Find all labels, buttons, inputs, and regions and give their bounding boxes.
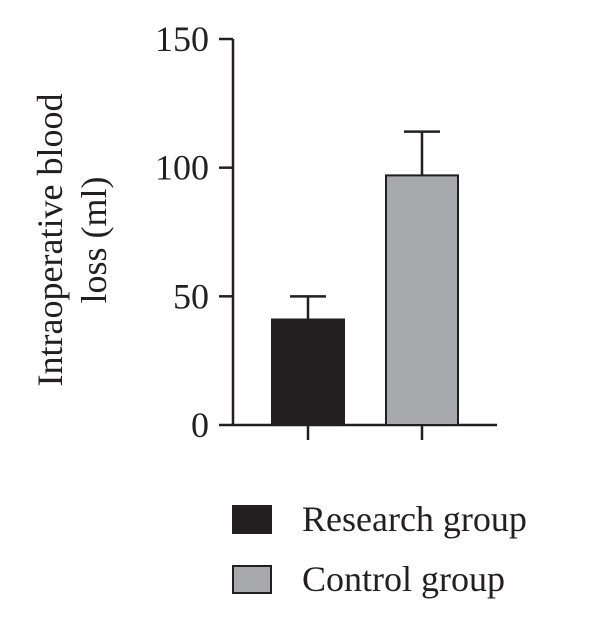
y-ticks: 0 50 100 150 <box>155 19 233 445</box>
legend-label-research: Research group <box>302 499 527 539</box>
error-bars <box>290 130 440 320</box>
legend-label-control: Control group <box>302 559 505 599</box>
bar-control-group <box>385 174 459 426</box>
bars <box>271 174 459 427</box>
legend-swatch-research <box>232 505 272 534</box>
bar-research-group <box>271 318 345 427</box>
legend-swatch-control <box>232 565 272 594</box>
y-tick-label: 50 <box>173 276 209 316</box>
y-axis-title: Intraoperative blood loss (ml) <box>30 94 114 387</box>
y-axis-title-line-2: loss (ml) <box>74 176 114 303</box>
y-tick-label: 100 <box>155 148 209 188</box>
y-tick-label: 0 <box>191 405 209 445</box>
legend: Research group Control group <box>232 499 527 599</box>
y-tick-label: 150 <box>155 19 209 59</box>
y-axis-title-line-1: Intraoperative blood <box>30 94 70 387</box>
